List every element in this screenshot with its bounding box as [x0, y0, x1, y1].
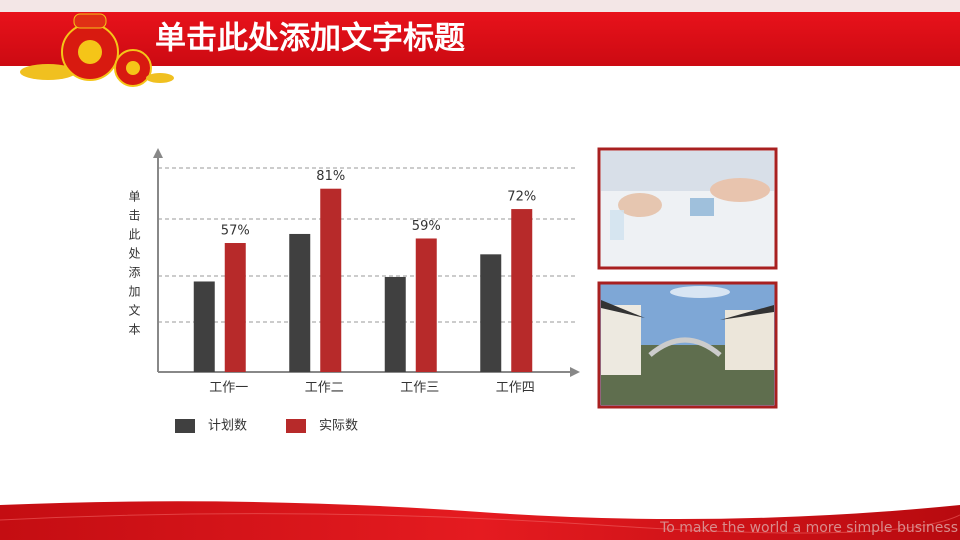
data-label: 59% [412, 219, 441, 234]
slide-title: 单击此处添加文字标题 [155, 21, 465, 57]
bar [384, 276, 406, 372]
x-tick-label: 工作三 [400, 381, 439, 396]
bar [289, 233, 311, 372]
bar [415, 238, 437, 372]
bar [224, 243, 246, 372]
photo-water-town [597, 281, 778, 409]
x-tick-label: 工作四 [496, 381, 535, 396]
header-top [0, 0, 960, 12]
y-arrow [153, 148, 163, 158]
header-band [0, 12, 960, 66]
footer [0, 501, 960, 540]
legend-swatch [286, 419, 306, 433]
x-arrow [570, 367, 580, 377]
data-label: 81% [316, 169, 345, 184]
y-axis-label: 单击此处添加文本 [127, 190, 141, 342]
footer-slogan: To make the world a more simple business [659, 520, 958, 536]
data-label: 72% [507, 190, 536, 205]
bar [320, 188, 342, 372]
x-tick-label: 工作二 [305, 381, 344, 396]
bar [480, 254, 502, 372]
footer-wave [0, 501, 960, 540]
legend-swatch [175, 419, 195, 433]
x-tick-label: 工作一 [209, 381, 248, 396]
bar [511, 209, 533, 372]
legend-label: 计划数 [208, 419, 247, 434]
data-label: 57% [221, 224, 250, 239]
bar [193, 281, 215, 372]
legend-label: 实际数 [319, 419, 358, 434]
photo-meeting [597, 147, 778, 270]
lucky-bags [20, 13, 174, 87]
